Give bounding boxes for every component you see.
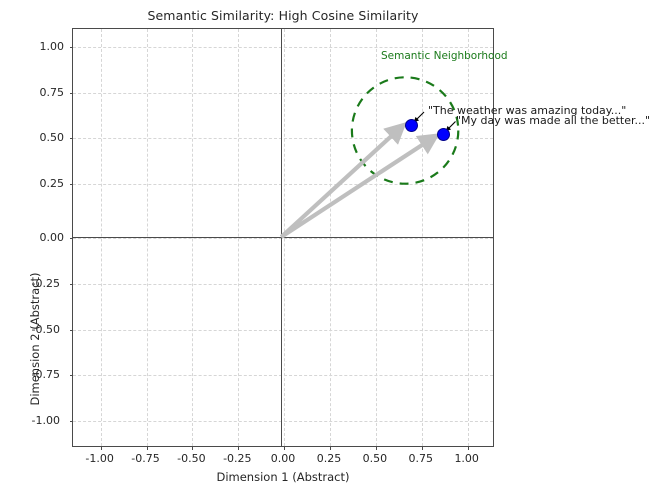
tick-mark-x (238, 446, 240, 450)
chart-title: Semantic Similarity: High Cosine Similar… (147, 8, 419, 23)
tick-mark-x (467, 446, 469, 450)
x-axis-label: Dimension 1 (Abstract) (216, 470, 350, 484)
y-axis-label: Dimension 2 (Abstract) (28, 272, 42, 406)
point-1-annotation: "The weather was amazing today..." (428, 104, 627, 117)
tick-mark-x (330, 446, 331, 450)
neighborhood-circle-svg (350, 76, 460, 185)
y-tick-label: 0.75 (39, 85, 65, 99)
tick-mark-y (69, 238, 73, 239)
x-tick-label: -1.00 (85, 452, 114, 465)
tick-mark-x (375, 446, 377, 450)
y-tick-label: -1.00 (31, 413, 60, 427)
x-tick-label: -0.50 (177, 452, 206, 465)
gridline-horizontal (73, 92, 493, 94)
data-point-marker[interactable] (404, 118, 418, 132)
y-axis-label-wrap: Dimension 2 (Abstract) (8, 108, 42, 406)
gridline-horizontal (73, 329, 493, 331)
x-tick-label: 0.50 (362, 452, 388, 465)
x-tick-label: -0.25 (223, 452, 252, 465)
tick-mark-x (146, 446, 148, 450)
y-tick-label: -0.50 (31, 322, 60, 336)
gridline-horizontal (73, 375, 493, 377)
tick-mark-y (69, 375, 73, 377)
gridline-horizontal (73, 284, 493, 285)
y-tick-label: 1.00 (39, 40, 65, 54)
semantic-neighborhood-label: Semantic Neighborhood (381, 50, 508, 62)
x-tick-label: 0.25 (316, 452, 342, 465)
gridline-horizontal (73, 183, 493, 185)
gridline-horizontal (73, 47, 493, 49)
plot-area: Semantic Neighborhood "The weather was a… (69, 28, 650, 450)
vectors-svg (279, 122, 441, 239)
y-tick-label: 0.50 (39, 131, 65, 145)
gridline-horizontal (73, 138, 493, 140)
tick-mark-y (69, 92, 73, 94)
vector-arrow-1 (279, 122, 407, 239)
tick-mark-y (69, 329, 73, 331)
tick-mark-y (69, 420, 73, 422)
x-tick-label: 0.00 (270, 452, 296, 465)
tick-mark-x (284, 446, 285, 450)
tick-mark-y (69, 47, 73, 49)
tick-mark-y (69, 138, 73, 140)
gridline-horizontal (73, 238, 493, 239)
x-tick-label: 1.00 (454, 452, 479, 465)
data-point-marker[interactable] (437, 127, 450, 141)
vector-arrow-2 (280, 133, 441, 239)
y-tick-label: -0.25 (31, 277, 60, 290)
x-tick-label: -0.75 (131, 452, 160, 465)
y-tick-label: 0.25 (39, 176, 65, 190)
point-2-annotation: "My day was made all the better..." (456, 114, 651, 127)
x-tick-label: 0.75 (408, 452, 434, 465)
tick-mark-x (100, 446, 102, 450)
y-tick-label: 0.00 (39, 231, 65, 244)
tick-mark-y (69, 183, 73, 185)
tick-mark-y (69, 284, 73, 285)
tick-mark-x (192, 446, 194, 450)
y-tick-label: -0.75 (31, 368, 60, 382)
gridline-horizontal (73, 420, 493, 422)
tick-mark-x (421, 446, 423, 450)
semantic-neighborhood-circle (350, 76, 460, 185)
annotation-arrows-svg (413, 111, 456, 132)
